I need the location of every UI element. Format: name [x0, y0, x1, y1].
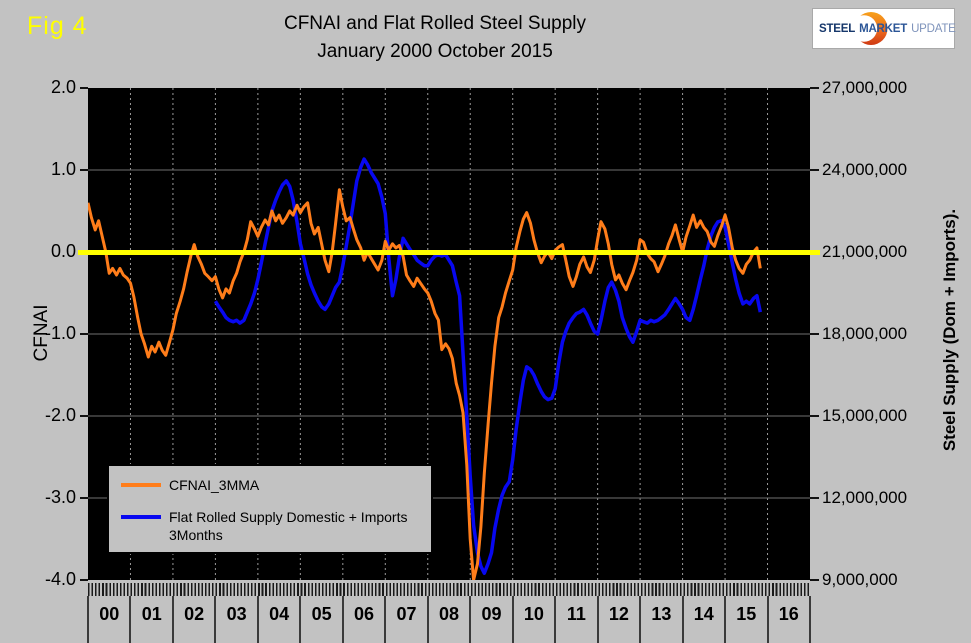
x-axis-year-label: 11 [556, 596, 599, 643]
x-axis-year-label: 07 [386, 596, 429, 643]
x-axis-year-label: 06 [344, 596, 387, 643]
right-axis-tick-label: 27,000,000 [822, 78, 908, 97]
x-axis-year-label: 16 [769, 596, 811, 643]
x-axis-year-label: 01 [131, 596, 174, 643]
x-axis-year-label: 02 [174, 596, 217, 643]
right-axis-tick-mark [810, 87, 819, 89]
logo-word-steel: STEEL [819, 22, 856, 35]
legend-swatch-flat-rolled-supply [121, 515, 161, 519]
chart-title-line1: CFNAI and Flat Rolled Steel Supply [283, 13, 587, 34]
right-axis-title: Steel Supply (Dom + Imports). [940, 208, 959, 452]
x-axis-year-label: 13 [641, 596, 684, 643]
x-axis-year-label: 15 [726, 596, 769, 643]
right-axis-tick-mark [810, 333, 819, 335]
legend-item: Flat Rolled Supply Domestic + Imports 3M… [121, 508, 419, 544]
x-axis-year-label: 05 [301, 596, 344, 643]
legend-label: Flat Rolled Supply Domestic + Imports 3M… [169, 509, 408, 543]
right-axis-tick-mark [810, 169, 819, 171]
right-axis-tick-mark [810, 497, 819, 499]
logo-crescent-icon [850, 12, 888, 45]
x-axis-year-label: 14 [684, 596, 727, 643]
logo-word-market: MARKET [859, 22, 908, 35]
left-axis-tick-label: -2.0 [44, 405, 76, 425]
left-axis-tick-mark [80, 579, 88, 581]
left-axis-tick-mark [80, 333, 88, 335]
x-axis-year-label: 03 [216, 596, 259, 643]
left-axis-tick-label: -1.0 [44, 323, 76, 343]
left-axis-tick-mark [80, 169, 88, 171]
legend-box: CFNAI_3MMA Flat Rolled Supply Domestic + … [107, 464, 433, 554]
steel-market-update-logo: STEEL MARKET UPDATE [812, 8, 956, 49]
monthly-minor-ticks [88, 583, 811, 596]
legend-label: CFNAI_3MMA [169, 477, 260, 493]
left-axis-tick-mark [80, 415, 88, 417]
right-axis-tick-label: 9,000,000 [822, 570, 898, 589]
right-axis-tick-label: 12,000,000 [822, 488, 908, 507]
right-axis-tick-label: 18,000,000 [822, 324, 908, 343]
right-axis-tick-label: 21,000,000 [822, 242, 908, 261]
x-axis-year-band: 00 01 02 03 04 05 06 07 08 09 10 11 12 13 14 15 16 [87, 596, 811, 643]
zero-reference-line [78, 250, 820, 255]
left-axis-tick-label: 2.0 [50, 77, 76, 97]
left-axis-tick-label: -4.0 [44, 569, 76, 589]
x-axis-year-label: 04 [259, 596, 302, 643]
x-axis-year-label: 09 [471, 596, 514, 643]
left-axis-tick-label: -3.0 [44, 487, 76, 507]
right-axis-tick-mark [810, 579, 819, 581]
legend-item: CFNAI_3MMA [121, 476, 419, 494]
left-axis-tick-mark [80, 497, 88, 499]
left-axis-tick-label: 0.0 [50, 241, 76, 261]
chart-title-line2: January 2000 October 2015 [317, 41, 553, 62]
right-axis-tick-mark [810, 415, 819, 417]
x-axis-year-label: 10 [514, 596, 557, 643]
series-line-cfnai [88, 188, 762, 580]
x-axis-year-label: 12 [599, 596, 642, 643]
left-axis-tick-mark [80, 87, 88, 89]
chart-title: CFNAI and Flat Rolled Steel Supply Janua… [150, 10, 720, 66]
figure-label: Fig 4 [27, 12, 88, 40]
x-axis-year-label: 00 [87, 596, 132, 643]
series-line-flat-rolled-supply [213, 157, 763, 575]
logo-text: STEEL MARKET UPDATE [819, 9, 956, 48]
legend-swatch-cfnai [121, 483, 161, 487]
logo-word-update: UPDATE [911, 22, 956, 35]
right-axis-tick-label: 15,000,000 [822, 406, 908, 425]
right-axis-tick-label: 24,000,000 [822, 160, 908, 179]
left-axis-tick-label: 1.0 [50, 159, 76, 179]
x-axis-year-label: 08 [429, 596, 472, 643]
